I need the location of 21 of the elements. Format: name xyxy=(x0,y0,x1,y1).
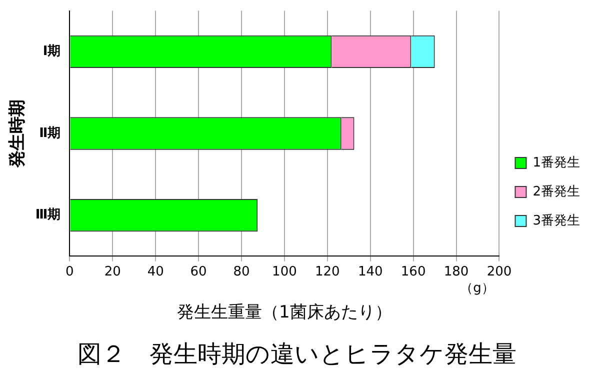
x-tick-label: 120 xyxy=(315,264,340,280)
x-tick-label: 140 xyxy=(358,264,383,280)
y-axis-title: 発生時期 xyxy=(8,100,28,168)
y-tick-label: Ⅲ期 xyxy=(35,208,61,223)
x-tick-label: 40 xyxy=(147,264,164,280)
x-tick-label: 20 xyxy=(104,264,121,280)
x-tick-label: 160 xyxy=(400,264,426,280)
x-tick-label: 0 xyxy=(66,264,74,280)
x-axis-title: 発生生重量（1菌床あたり） xyxy=(177,302,392,322)
x-tick-label: 180 xyxy=(444,264,469,280)
x-tick-label: 200 xyxy=(486,264,512,280)
legend-label: 2番発生 xyxy=(532,184,580,200)
text: （g） xyxy=(460,281,494,296)
legend-label: 1番発生 xyxy=(532,155,580,170)
x-tick-label: 100 xyxy=(272,264,297,280)
legend-label: 3番発生 xyxy=(532,213,580,228)
x-tick-label: 60 xyxy=(190,264,207,280)
y-tick-label: Ⅱ期 xyxy=(39,126,61,141)
text: 図２ 発生時期の違いとヒラタケ発生量 xyxy=(78,340,516,368)
x-tick-label: 80 xyxy=(233,264,250,280)
y-tick-label: Ⅰ期 xyxy=(42,44,61,60)
